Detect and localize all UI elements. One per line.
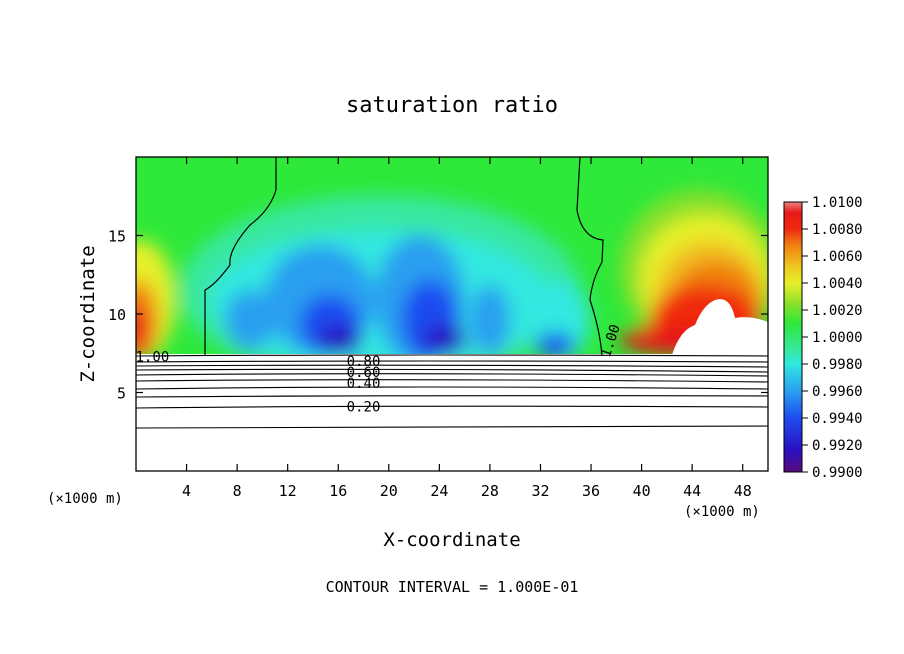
y-tick-label: 15 [108, 228, 126, 246]
x-tick-label: 20 [380, 482, 398, 500]
x-axis-ticks: 4 8 12 16 20 24 28 32 36 40 44 48 [182, 157, 752, 500]
colorbar-tick-label: 1.0040 [812, 276, 863, 292]
x-tick-label: 24 [430, 482, 448, 500]
y-axis-label: Z-coordinate [77, 245, 99, 382]
x-tick-label: 28 [481, 482, 499, 500]
y-axis-ticks: 5 10 15 [108, 228, 768, 403]
heatmap-field [136, 157, 768, 471]
x-tick-label: 12 [279, 482, 297, 500]
x-tick-label: 32 [531, 482, 549, 500]
chart-title: saturation ratio [346, 93, 558, 118]
colorbar-tick-label: 1.0060 [812, 249, 863, 265]
contour-1.00-upper [204, 156, 604, 357]
contour-label: 0.80 [347, 354, 381, 370]
colorbar: 1.0100 1.0080 1.0060 1.0040 1.0020 1.0000 0.99… [783, 195, 863, 481]
colorbar-tick-label: 1.0000 [812, 330, 863, 346]
contour-label: 0.60 [347, 365, 381, 381]
contour-label: 0.40 [347, 376, 381, 392]
colorbar-ticks: 1.0100 1.0080 1.0060 1.0040 1.0020 1.0000 0.99… [802, 195, 863, 481]
colorbar-tick-label: 0.9920 [812, 438, 863, 454]
x-tick-label: 44 [683, 482, 701, 500]
x-tick-label: 48 [734, 482, 752, 500]
x-tick-label: 8 [233, 482, 242, 500]
colorbar-tick-label: 0.9980 [812, 357, 863, 373]
x-tick-label: 4 [182, 482, 191, 500]
y-tick-label: 10 [108, 306, 126, 324]
x-tick-label: 16 [329, 482, 347, 500]
x-unit-left: (×1000 m) [47, 491, 123, 507]
colorbar-tick-label: 0.9900 [812, 465, 863, 481]
x-unit-right: (×1000 m) [684, 504, 760, 520]
colorbar-gradient [783, 201, 803, 473]
contour-lines-lower [135, 354, 769, 429]
x-tick-label: 40 [633, 482, 651, 500]
x-axis-label: X-coordinate [383, 529, 520, 551]
y-tick-label: 5 [117, 385, 126, 403]
contour-interval-note: CONTOUR INTERVAL = 1.000E-01 [326, 578, 579, 596]
colorbar-tick-label: 1.0080 [812, 222, 863, 238]
colorbar-tick-label: 0.9960 [812, 384, 863, 400]
colorbar-tick-label: 0.9940 [812, 411, 863, 427]
contour-label: 0.20 [347, 400, 381, 416]
x-tick-label: 36 [582, 482, 600, 500]
contour-label: 1.00 [136, 349, 170, 365]
colorbar-tick-label: 1.0100 [812, 195, 863, 211]
colorbar-tick-label: 1.0020 [812, 303, 863, 319]
